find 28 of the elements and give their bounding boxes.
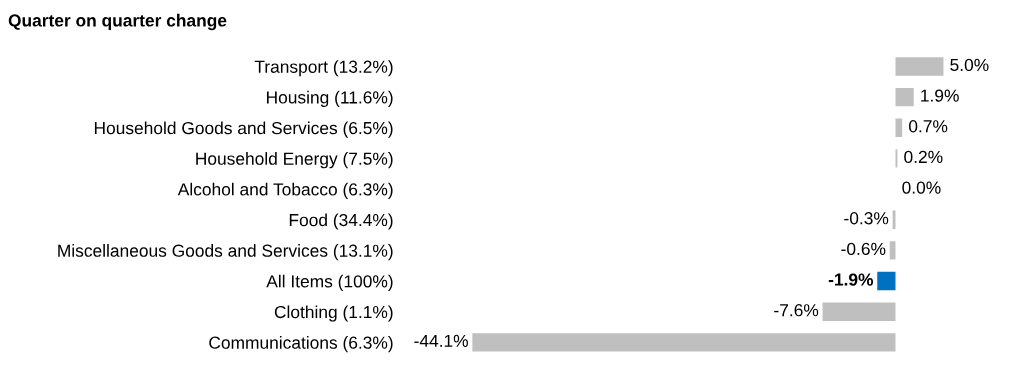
y-tick-label: Food (34.4%) bbox=[289, 213, 393, 230]
data-label: 1.9% bbox=[921, 89, 959, 102]
bar bbox=[472, 333, 896, 352]
bar bbox=[895, 57, 944, 76]
data-label: -0.6% bbox=[841, 242, 886, 256]
data-label: -1.9% bbox=[828, 273, 874, 286]
y-tick-label: Transport (13.2%) bbox=[254, 60, 393, 77]
data-label: -7.6% bbox=[774, 304, 819, 317]
bar bbox=[895, 87, 914, 107]
data-label: 0.2% bbox=[904, 150, 943, 164]
data-label: 0.0% bbox=[902, 181, 941, 194]
data-label: -0.3% bbox=[844, 212, 889, 225]
bar bbox=[877, 271, 896, 291]
y-tick-label: Clothing (1.1%) bbox=[274, 305, 393, 322]
bar bbox=[895, 118, 903, 137]
bar bbox=[822, 302, 896, 321]
data-label: 0.7% bbox=[909, 120, 948, 133]
data-label: -44.1% bbox=[414, 334, 468, 347]
data-label: 5.0% bbox=[950, 58, 989, 72]
text: Quarter on quarter change bbox=[8, 13, 227, 31]
y-tick-label: All Items (100%) bbox=[266, 274, 393, 291]
y-tick-label: Household Goods and Services (6.5%) bbox=[94, 121, 393, 138]
y-tick-label: Communications (6.3%) bbox=[209, 336, 393, 353]
y-tick-label: Housing (11.6%) bbox=[267, 90, 393, 107]
y-tick-label: Household Energy (7.5%) bbox=[196, 152, 393, 169]
y-tick-label: Alcohol and Tobacco (6.3%) bbox=[177, 182, 393, 199]
bar bbox=[889, 241, 896, 260]
y-tick-label: Miscellaneous Goods and Services (13.1%) bbox=[58, 244, 393, 261]
